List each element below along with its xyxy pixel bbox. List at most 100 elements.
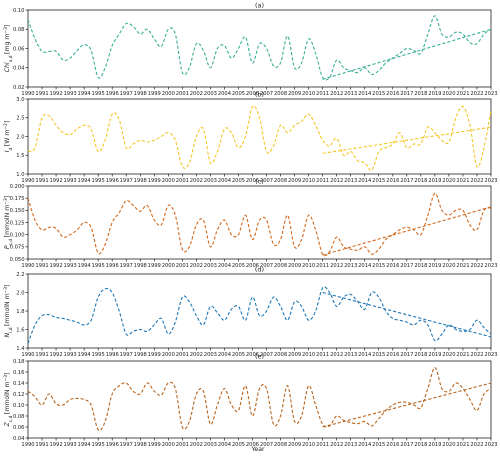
y-label-unit: [mmolN m: [4, 293, 11, 326]
x-tick-label: 2007: [260, 442, 273, 448]
x-tick-label: 2001: [176, 178, 189, 184]
x-tick-label: 2012: [330, 352, 343, 358]
x-tick-label: 2016: [386, 352, 399, 358]
y-label-exp: −2: [3, 123, 9, 130]
x-tick-label: 2012: [330, 91, 343, 97]
y-tick-label: 1.0: [16, 172, 24, 178]
x-tick-label: 2006: [246, 178, 259, 184]
y-tick-label: 0.075: [10, 245, 25, 251]
x-tick-label: 1992: [49, 263, 62, 269]
x-tick-label: 2023: [484, 263, 497, 269]
x-tick-label: 2020: [442, 263, 455, 269]
x-tick-label: 1998: [134, 442, 147, 448]
x-tick-label: 2006: [246, 263, 259, 269]
panel-title: (e): [255, 353, 264, 361]
x-tick-label: 2018: [414, 178, 427, 184]
trend-line: [322, 28, 491, 80]
x-tick-label: 2007: [260, 178, 273, 184]
x-tick-label: 1991: [35, 91, 48, 97]
x-tick-label: 2018: [414, 352, 427, 358]
y-tick-label: 2.0: [16, 134, 24, 140]
x-tick-label: 2010: [302, 442, 315, 448]
x-tick-label: 2004: [218, 442, 232, 448]
x-tick-label: 1993: [63, 91, 76, 97]
x-tick-label: 1997: [120, 442, 133, 448]
series-line: [28, 15, 491, 81]
x-tick-label: 1994: [78, 352, 92, 358]
x-tick-label: 2020: [442, 442, 455, 448]
x-tick-label: 2007: [260, 352, 273, 358]
y-tick-label: 0.200: [10, 184, 25, 190]
plot-frame: [27, 360, 492, 439]
y-label-unit: [mmolN m: [4, 381, 11, 414]
panel-3: (c)0.0500.0750.1000.1250.1500.1750.20019…: [3, 178, 498, 270]
series-line: [28, 192, 491, 257]
y-tick-label: 0.10: [13, 8, 25, 14]
x-axis-label: Year: [250, 446, 265, 453]
x-tick-label: 2016: [386, 178, 399, 184]
x-tick-label: 1996: [106, 442, 119, 448]
y-label-sub: i,d: [8, 327, 14, 333]
y-label-unit: [mg m: [4, 34, 11, 54]
x-tick-label: 1996: [106, 263, 119, 269]
x-tick-label: 2021: [456, 178, 469, 184]
y-label-main: P: [4, 245, 11, 249]
x-tick-label: 2004: [218, 178, 232, 184]
x-tick-label: 1999: [148, 352, 161, 358]
x-tick-label: 1998: [134, 91, 147, 97]
plot-frame: [27, 98, 492, 175]
x-tick-label: 2015: [372, 352, 385, 358]
x-tick-label: 2002: [190, 263, 203, 269]
x-tick-label: 2020: [442, 178, 455, 184]
x-tick-label: 2000: [162, 91, 175, 97]
x-tick-label: 1999: [148, 442, 161, 448]
x-tick-label: 2017: [400, 352, 413, 358]
x-tick-label: 2022: [470, 91, 483, 97]
x-tick-label: 2002: [190, 178, 203, 184]
x-tick-label: 2011: [316, 352, 329, 358]
y-label-close: ]: [4, 25, 11, 27]
x-tick-label: 2017: [400, 178, 413, 184]
series-line: [28, 105, 491, 172]
x-tick-label: 1998: [134, 178, 147, 184]
x-tick-label: 2017: [400, 263, 413, 269]
y-label-main: Z: [4, 421, 11, 427]
y-label-exp: −3: [3, 375, 9, 382]
y-label-close: ]: [4, 373, 11, 375]
series-line: [28, 367, 491, 432]
x-tick-label: 1995: [92, 91, 105, 97]
y-tick-label: 1.5: [16, 153, 24, 159]
panel-title: (d): [255, 266, 264, 274]
x-tick-label: 2010: [302, 263, 315, 269]
x-tick-label: 1997: [120, 263, 133, 269]
y-tick-label: 0.175: [10, 196, 25, 202]
y-label-close: ]: [4, 284, 11, 286]
x-tick-label: 2014: [358, 263, 372, 269]
x-tick-label: 2022: [470, 178, 483, 184]
y-tick-label: 0.16: [13, 370, 25, 376]
x-tick-label: 2010: [302, 352, 315, 358]
x-tick-label: 2023: [484, 352, 497, 358]
x-tick-label: 1991: [35, 263, 48, 269]
panel-title: (b): [255, 91, 264, 99]
y-tick-label: 0.12: [13, 392, 25, 398]
x-tick-label: 2001: [176, 263, 189, 269]
y-tick-label: 0.10: [13, 403, 25, 409]
x-tick-label: 2013: [344, 91, 357, 97]
plot-area: [28, 286, 491, 344]
x-tick-label: 2007: [260, 263, 273, 269]
plot-frame: [27, 9, 492, 88]
y-tick-label: 0.04: [13, 436, 25, 442]
x-tick-label: 2005: [232, 263, 245, 269]
x-tick-label: 2019: [428, 178, 441, 184]
x-tick-label: 1992: [49, 352, 62, 358]
x-tick-label: 1993: [63, 263, 76, 269]
x-tick-label: 2023: [484, 178, 497, 184]
x-tick-label: 1996: [106, 178, 119, 184]
x-tick-label: 1999: [148, 263, 161, 269]
y-tick-label: 0.06: [13, 425, 25, 431]
x-tick-label: 1994: [78, 91, 92, 97]
x-tick-label: 2008: [274, 91, 287, 97]
y-tick-label: 0.08: [13, 27, 25, 33]
